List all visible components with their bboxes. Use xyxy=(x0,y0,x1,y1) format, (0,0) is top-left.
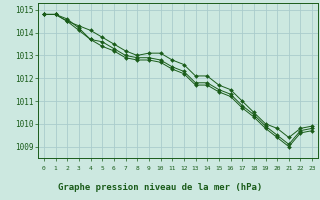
Text: Graphe pression niveau de la mer (hPa): Graphe pression niveau de la mer (hPa) xyxy=(58,183,262,192)
